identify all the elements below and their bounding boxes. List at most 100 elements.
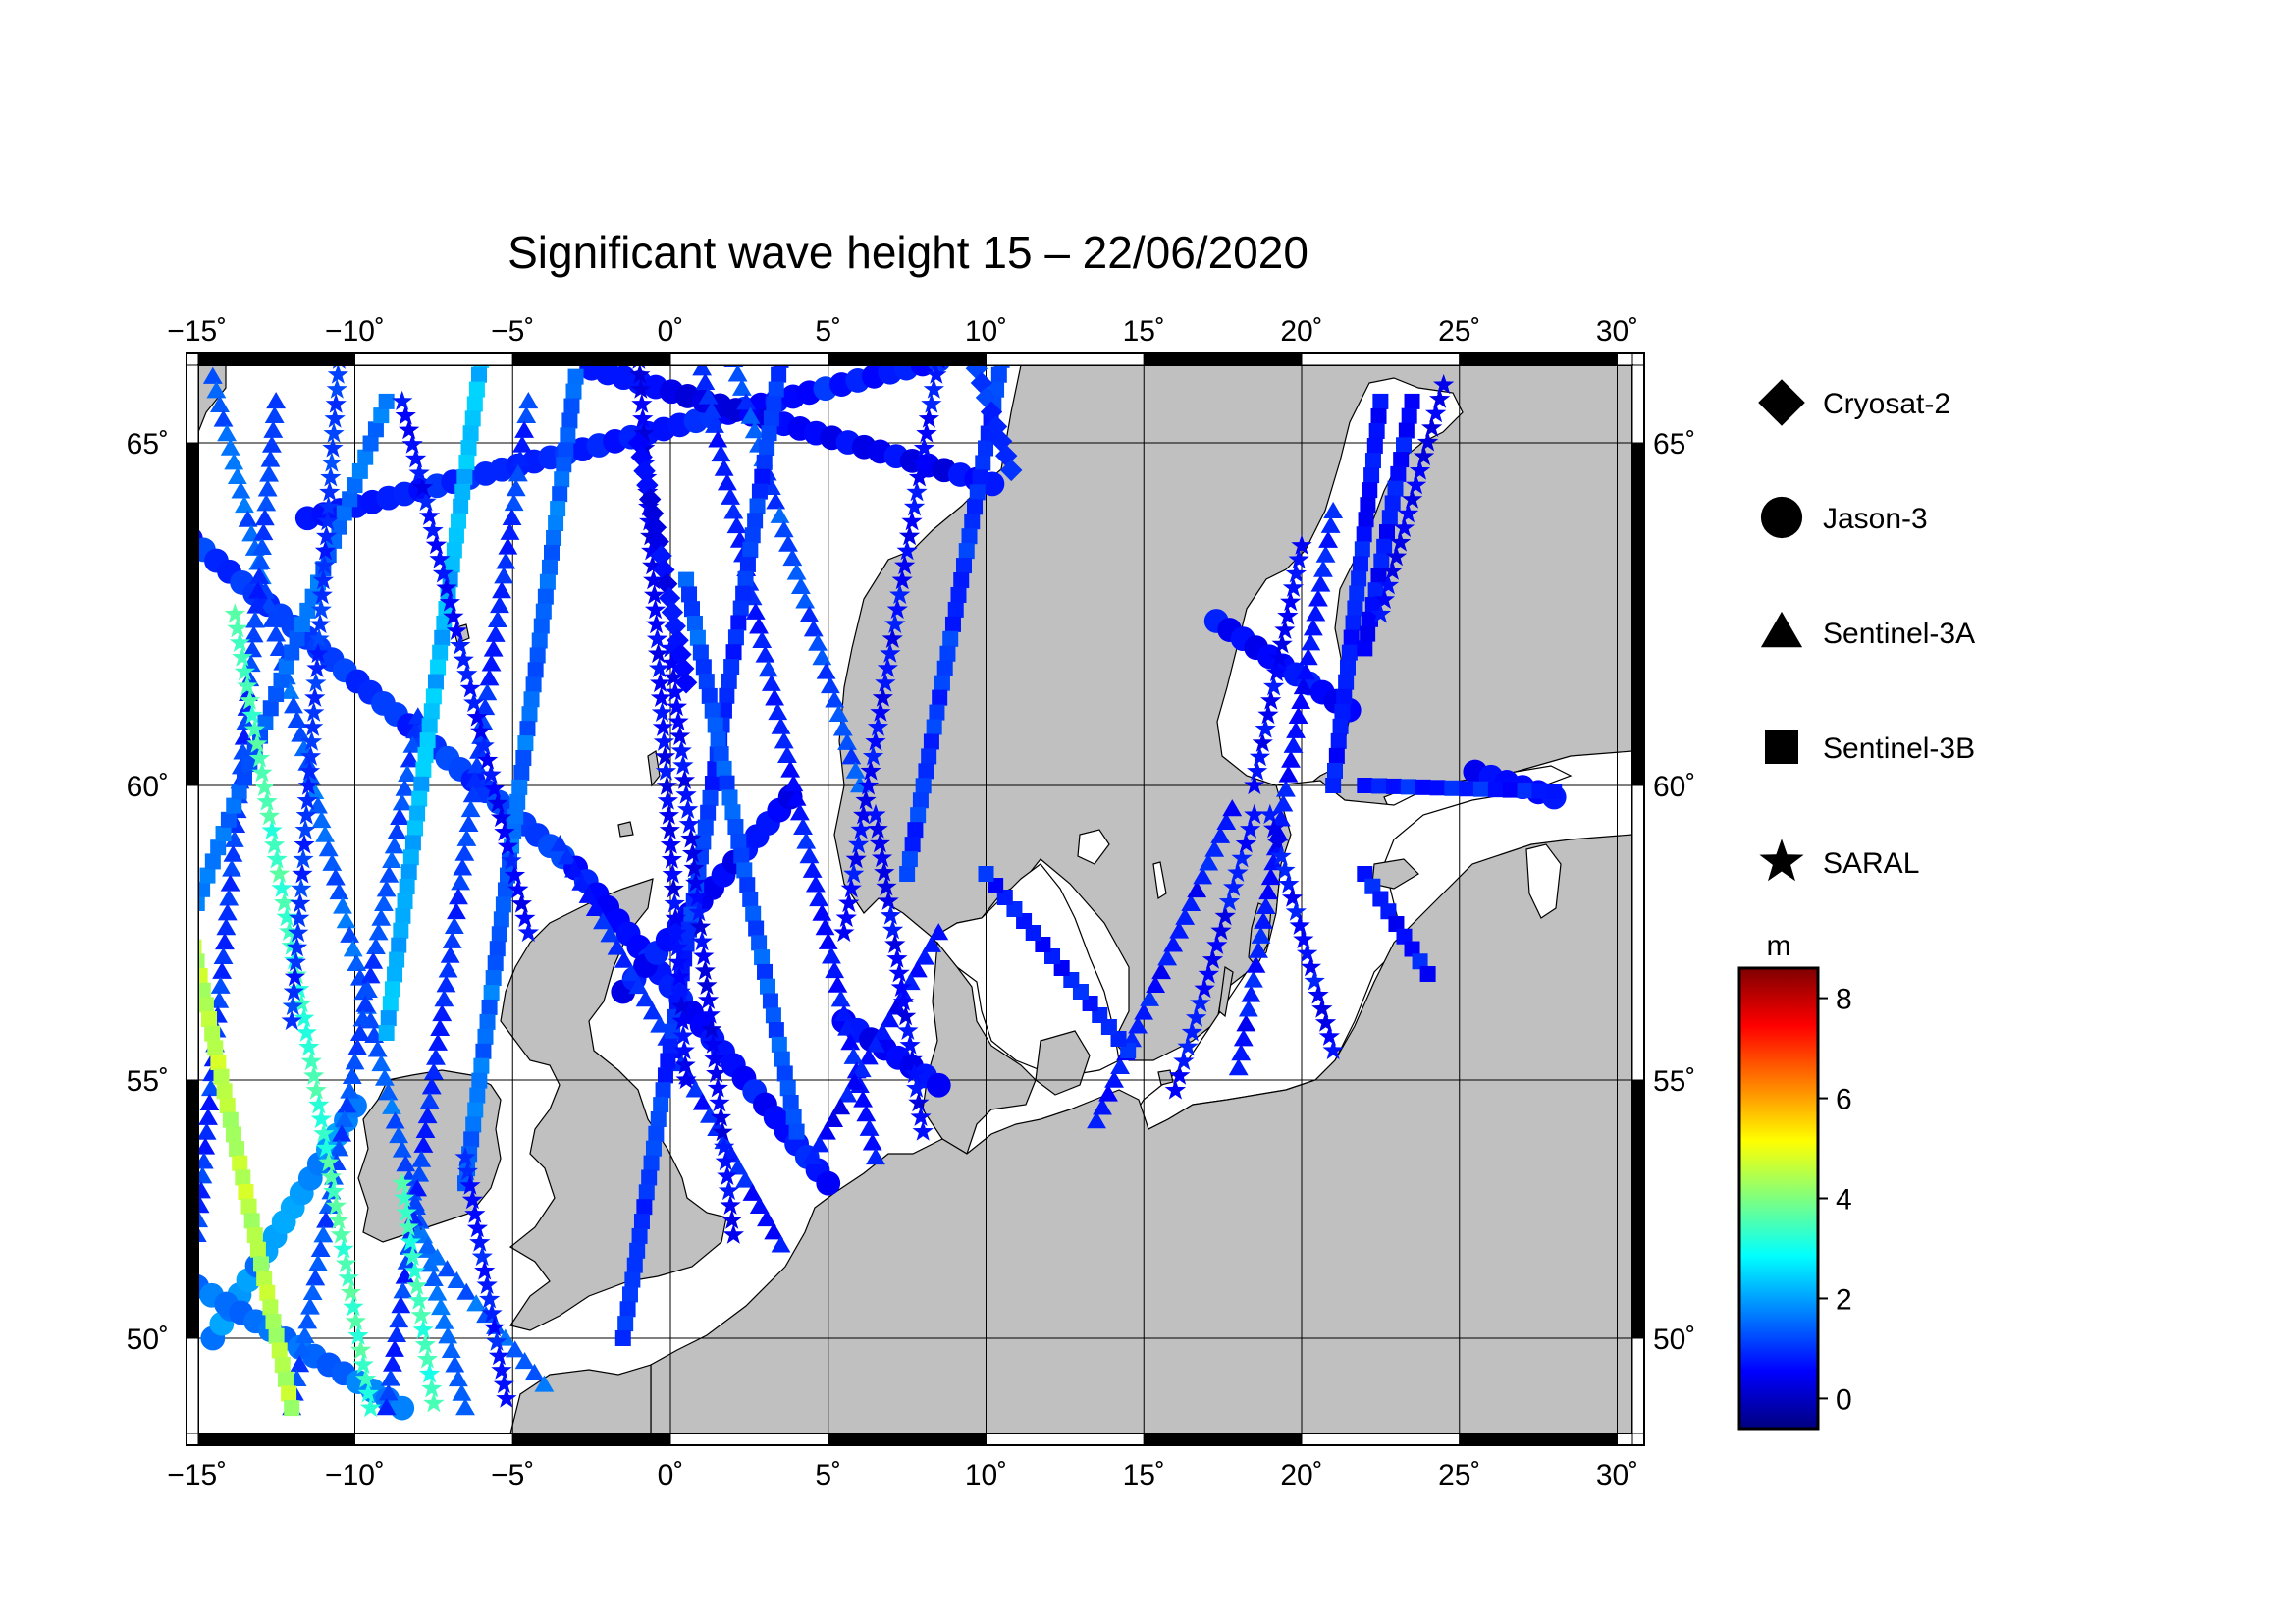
star-marker: [1373, 588, 1395, 609]
square-marker: [695, 834, 712, 850]
star-marker: [650, 686, 672, 707]
star-marker: [453, 648, 474, 670]
square-marker: [1459, 781, 1475, 797]
triangle-marker: [340, 925, 360, 943]
square-marker: [619, 1301, 636, 1318]
triangle-marker: [840, 1033, 861, 1051]
triangle-marker: [929, 923, 949, 941]
star-marker: [1274, 859, 1296, 880]
square-marker: [751, 483, 768, 500]
square-marker: [411, 790, 428, 807]
star-marker: [926, 365, 947, 384]
triangle-marker: [1276, 780, 1296, 797]
square-marker: [782, 1095, 799, 1111]
square-marker: [481, 999, 498, 1015]
square-marker: [1387, 480, 1404, 497]
triangle-marker: [1286, 721, 1306, 738]
star-marker: [908, 466, 931, 487]
star-marker: [643, 569, 665, 590]
star-marker: [490, 806, 512, 828]
frame-segment: [669, 1433, 829, 1446]
triangle-marker: [507, 464, 528, 482]
star-marker: [320, 466, 342, 487]
star-marker: [1409, 460, 1431, 480]
star-marker: [1252, 731, 1273, 752]
triangle-marker: [695, 372, 716, 391]
star-marker: [1249, 746, 1271, 767]
star-marker: [1214, 905, 1236, 926]
star-marker: [300, 730, 323, 751]
square-marker: [955, 558, 972, 574]
square-marker: [198, 997, 214, 1013]
star-marker: [1231, 847, 1253, 868]
triangle-marker: [464, 771, 485, 788]
square-marker: [1345, 615, 1362, 631]
square-marker: [736, 862, 753, 879]
track-saral: [1369, 373, 1455, 623]
square-marker: [198, 895, 205, 911]
star-marker: [292, 863, 313, 884]
square-marker: [964, 514, 981, 530]
star-marker: [645, 613, 667, 634]
lon-tick-label-bottom: 15˚: [1123, 1459, 1165, 1491]
land-shetland: [647, 750, 661, 787]
track-jason-3: [563, 855, 841, 1196]
star-marker: [1413, 445, 1435, 466]
triangle-marker: [376, 1398, 397, 1416]
square-marker: [653, 1097, 669, 1113]
star-marker: [416, 1348, 439, 1369]
square-marker: [336, 505, 352, 521]
triangle-marker: [389, 1311, 409, 1328]
triangle-marker: [524, 1363, 545, 1380]
square-marker: [1368, 422, 1385, 439]
triangle-marker: [866, 1147, 885, 1165]
square-marker: [527, 662, 544, 678]
triangle-marker: [313, 1225, 334, 1243]
triangle-marker: [398, 764, 418, 783]
triangle-marker: [744, 421, 765, 439]
triangle-marker: [705, 415, 724, 433]
star-marker: [1289, 914, 1310, 935]
triangle-marker: [215, 933, 235, 950]
triangle-marker: [1246, 955, 1266, 973]
star-marker: [1429, 388, 1451, 408]
star-marker: [666, 922, 687, 943]
square-marker: [1444, 780, 1461, 796]
triangle-marker: [1093, 1098, 1112, 1115]
track-sentinel-3b: [1325, 393, 1389, 793]
triangle-marker: [1278, 765, 1299, 783]
triangle-marker: [782, 549, 803, 567]
track-jason-3: [831, 1008, 951, 1098]
triangle-marker: [786, 563, 807, 580]
star-marker: [406, 1274, 428, 1295]
square-marker: [1362, 482, 1378, 499]
triangle-marker: [1231, 1044, 1252, 1061]
star-marker: [1285, 563, 1307, 583]
frame-outline: [186, 352, 1645, 1446]
track-sentinel-3b: [198, 393, 395, 911]
star-marker: [906, 481, 928, 502]
triangle-marker: [1323, 501, 1344, 518]
triangle-marker: [217, 424, 238, 442]
square-marker: [391, 937, 407, 953]
triangle-marker: [481, 654, 502, 672]
triangle-marker: [466, 756, 487, 774]
star-marker: [410, 1304, 432, 1325]
square-marker: [210, 1055, 227, 1071]
square-marker: [953, 572, 970, 589]
square-marker: [1419, 966, 1436, 982]
square-marker: [686, 615, 703, 631]
triangle-marker: [198, 1181, 211, 1199]
triangle-marker: [841, 747, 862, 765]
square-marker: [768, 381, 784, 398]
star-marker: [894, 555, 916, 575]
star-marker: [432, 563, 454, 583]
star-marker: [354, 1368, 377, 1388]
triangle-marker: [333, 896, 352, 914]
star-marker: [631, 393, 653, 413]
triangle-marker: [837, 1018, 857, 1036]
star-marker: [911, 452, 933, 472]
square-marker: [489, 941, 506, 957]
triangle-marker: [880, 1010, 900, 1028]
square-marker: [761, 425, 777, 442]
